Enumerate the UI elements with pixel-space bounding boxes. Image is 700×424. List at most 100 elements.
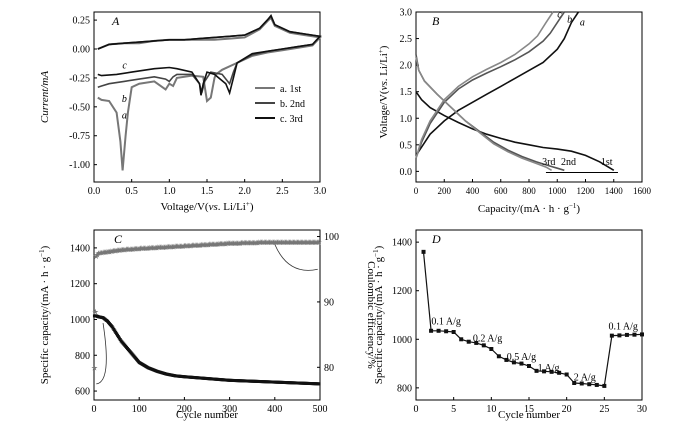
efficiency-point: ★: [195, 241, 202, 250]
efficiency-point: ★: [158, 243, 165, 252]
efficiency-point: ★: [197, 241, 204, 250]
a-xtick-label: 1.5: [201, 186, 214, 197]
ylabel-right-c: Coulombic efficiency/%: [365, 261, 377, 369]
b-xtick-label: 1000: [548, 186, 567, 196]
efficiency-point: ★: [263, 238, 270, 247]
efficiency-point: ★: [304, 238, 311, 247]
efficiency-point: ★: [140, 244, 147, 253]
rate-point: [624, 332, 629, 337]
discharge-curve-c: [415, 57, 552, 171]
b-ytick-label: 2.0: [400, 61, 413, 72]
efficiency-point: ★: [310, 238, 317, 247]
efficiency-point: ★: [177, 242, 184, 251]
efficiency-point: ★: [230, 239, 237, 248]
d-ytick-label: 1200: [392, 286, 412, 297]
c-ytick-label: 1200: [70, 279, 90, 290]
efficiency-point: ★: [107, 247, 114, 256]
c-ytick-label: 1000: [70, 315, 90, 326]
efficiency-point: ★: [239, 239, 246, 248]
efficiency-point: ★: [218, 240, 225, 249]
efficiency-point: ★: [191, 241, 198, 250]
efficiency-point: ★: [273, 238, 280, 247]
a-ytick-label: -0.50: [69, 102, 90, 113]
efficiency-point: ★: [199, 241, 206, 250]
panel-label-d: D: [431, 232, 441, 246]
series-line-c: [97, 13, 322, 96]
efficiency-point: ★: [290, 238, 297, 247]
efficiency-point: ★: [114, 246, 121, 255]
rate-point: [527, 364, 531, 368]
efficiency-point: ★: [132, 245, 139, 254]
efficiency-point: ★: [269, 238, 276, 247]
efficiency-point: ★: [274, 238, 281, 247]
efficiency-point: ★: [311, 238, 318, 247]
series-line-b: [97, 15, 322, 94]
efficiency-point: ★: [190, 241, 197, 250]
efficiency-point: ★: [277, 238, 284, 247]
efficiency-point: ★: [150, 243, 157, 252]
efficiency-point: ★: [291, 238, 298, 247]
efficiency-point: ★: [270, 238, 277, 247]
efficiency-point: ★: [245, 239, 252, 248]
efficiency-point: ★: [156, 243, 163, 252]
rate-point: [429, 328, 434, 333]
axis-arrow-left: [96, 322, 107, 385]
efficiency-point: ★: [144, 244, 151, 253]
c-xtick-label: 0: [92, 404, 97, 415]
xlabel-a: Voltage/V(vs. Li/Li+): [161, 200, 254, 213]
efficiency-point: ★: [152, 243, 159, 252]
efficiency-point: ★: [283, 238, 290, 247]
efficiency-point: ★: [168, 242, 175, 251]
efficiency-point: ★: [189, 241, 196, 250]
efficiency-point: ★: [271, 238, 278, 247]
b-xtick-label: 1400: [605, 186, 624, 196]
rate-point: [489, 347, 494, 351]
xlabel-b: Capacity/(mA · h · g−1): [478, 202, 581, 215]
rate-label: 2 A/g: [574, 373, 596, 384]
series-label-a: a: [580, 17, 585, 28]
b-xtick-label: 1200: [577, 186, 596, 196]
charge-curve-b: [415, 11, 565, 159]
b-ytick-label: 0.5: [400, 140, 413, 151]
efficiency-point: ★: [181, 242, 188, 251]
rate-point: [519, 361, 524, 366]
plot-frame-d: [415, 229, 643, 401]
rate-point: [564, 372, 569, 377]
efficiency-point: ★: [136, 244, 143, 253]
efficiency-point: ★: [166, 243, 173, 252]
efficiency-point: ★: [145, 244, 152, 253]
efficiency-point: ★: [286, 238, 293, 247]
efficiency-point: ★: [225, 239, 232, 248]
rate-point: [504, 357, 509, 362]
efficiency-point: ★: [221, 239, 228, 248]
c-xtick-label: 500: [313, 404, 328, 415]
efficiency-point: ★: [254, 238, 261, 247]
d-xtick-label: 30: [637, 404, 647, 415]
efficiency-point: ★: [207, 240, 214, 249]
a-ytick-label: -1.00: [69, 160, 90, 171]
efficiency-point: ★: [235, 239, 242, 248]
efficiency-point: ★: [170, 242, 177, 251]
efficiency-point: ★: [262, 238, 269, 247]
legend-entry: c. 3rd: [280, 114, 303, 125]
efficiency-point: ★: [303, 238, 310, 247]
a-xtick-label: 2.0: [238, 186, 251, 197]
rate-label: 0.1 A/g: [431, 317, 460, 328]
efficiency-point: ★: [296, 238, 303, 247]
efficiency-point: ★: [102, 248, 109, 257]
panel-c: C Specific capacity/(mA · h · g−1) Coulo…: [38, 229, 377, 421]
efficiency-point: ★: [128, 245, 135, 254]
rate-label: 0.1 A/g: [608, 322, 637, 333]
legend-a: a. 1st b. 2nd c. 3rd: [255, 84, 305, 125]
d-xtick-label: 10: [486, 404, 496, 415]
rate-point: [579, 381, 584, 386]
efficiency-point: ★: [148, 244, 155, 253]
efficiency-point: ★: [112, 246, 119, 255]
efficiency-point: ★: [267, 238, 274, 247]
rate-point: [466, 339, 471, 344]
efficiency-point: ★: [98, 248, 105, 257]
cycle-label: 2nd: [561, 157, 576, 168]
series-label-b: b: [122, 94, 127, 105]
efficiency-point: ★: [288, 238, 295, 247]
